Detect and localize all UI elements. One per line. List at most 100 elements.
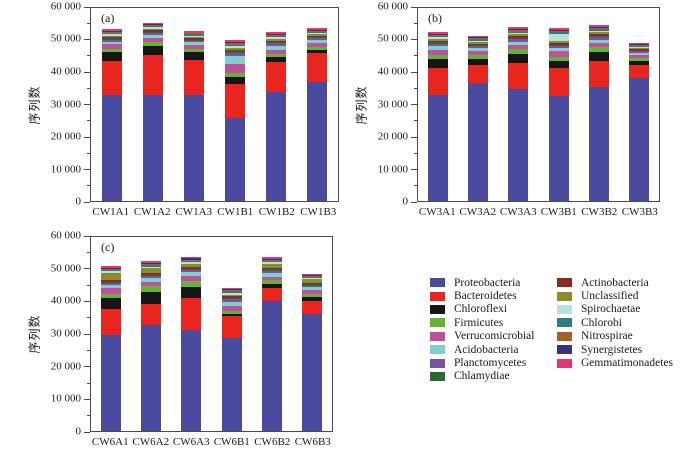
bar-segment-gemmatimonadetes xyxy=(588,25,609,27)
stacked-bar-CW1B2 xyxy=(266,8,287,201)
y-tick-label: 50 000 xyxy=(50,32,81,45)
legend-column-2: Actinobacteria Unclassified Spirochaetae Ch… xyxy=(557,276,673,370)
bar-segment-chloroflexi xyxy=(141,291,162,304)
legend-label: Chlorobi xyxy=(581,316,622,329)
bar-segment-acidobacteria xyxy=(101,41,122,45)
bar-segment-unclassified xyxy=(141,268,162,273)
legend-label: Gemmatimonadetes xyxy=(581,357,673,370)
bar-segment-unclassified xyxy=(181,263,202,267)
bar-segment-chloroflexi xyxy=(261,284,282,288)
bar-segment-actinobacteria xyxy=(141,272,162,275)
bar-segment-planctomycetes xyxy=(101,39,122,42)
bar-segment-nitrospirae xyxy=(548,31,569,33)
y-axis-title: 序列数 xyxy=(354,84,369,125)
bar-segment-nitrospirae xyxy=(588,27,609,30)
bar-segment-planctomycetes xyxy=(225,53,246,56)
y-tick-label: 0 xyxy=(402,195,409,208)
bar-segment-verrucomicrobial xyxy=(588,42,609,48)
bar-segment-acidobacteria xyxy=(428,46,449,50)
bar-segment-firmicutes xyxy=(101,48,122,53)
bar-segment-chloroflexi xyxy=(101,52,122,61)
bar-segment-spirochaetae xyxy=(261,262,282,265)
bar-segment-acidobacteria xyxy=(301,287,322,291)
bar-segment-chlorobi xyxy=(141,265,162,267)
bar-segment-chlorobi xyxy=(225,44,246,47)
stacked-bar-CW1B3 xyxy=(307,8,328,201)
bar-segment-actinobacteria xyxy=(183,38,204,40)
bar-segment-actinobacteria xyxy=(508,36,529,38)
x-tick-label-cw1a1: CW1A1 xyxy=(92,206,130,218)
bar-segment-chlamydiae xyxy=(142,31,163,34)
y-tick-label: 60 000 xyxy=(50,0,81,13)
bar-segment-firmicutes xyxy=(307,46,328,50)
x-tick-label-cw1b1: CW1B1 xyxy=(217,206,254,218)
legend-item-unclassified: Unclassified xyxy=(557,289,673,302)
bar-segment-chlorobi xyxy=(588,29,609,31)
bar-segment-chlorobi xyxy=(428,36,449,38)
bar-segment-chloroflexi xyxy=(548,60,569,68)
stacked-bar-CW6A3 xyxy=(181,237,202,431)
y-tick-label: 50 000 xyxy=(50,262,81,275)
bar-segment-verrucomicrobial xyxy=(141,281,162,287)
bar-segment-synergistetes xyxy=(307,29,328,31)
x-axis-labels: CW1A1 CW1A2 CW1A3 CW1B1 CW1B2 CW1B3 xyxy=(90,206,339,218)
bar-segment-gemmatimonadetes xyxy=(101,266,122,268)
bar-segment-chloroflexi xyxy=(225,76,246,84)
bar-segment-proteobacteria xyxy=(221,337,242,431)
legend-swatch-gemmatimonadetes xyxy=(557,358,572,368)
y-axis-minor-tick xyxy=(414,152,417,154)
bar-segment-bacteroidetes xyxy=(588,60,609,87)
bar-segment-bacteroidetes xyxy=(101,60,122,95)
bar-segment-acidobacteria xyxy=(101,285,122,289)
bar-segment-spirochaetae xyxy=(141,266,162,269)
bar-segment-chlamydiae xyxy=(428,42,449,44)
bar-segment-verrucomicrobial xyxy=(261,276,282,281)
stacked-bar-CW3A2 xyxy=(468,8,489,201)
bar-segment-actinobacteria xyxy=(628,49,649,51)
plot-area xyxy=(90,7,339,202)
legend-item-verrucomicrobial: Verrucomicrobial xyxy=(430,330,534,343)
bar-segment-synergistetes xyxy=(548,29,569,32)
y-axis-major-tick xyxy=(84,431,90,433)
bar-segment-synergistetes xyxy=(261,259,282,261)
bar-segment-chlamydiae xyxy=(101,38,122,40)
bar-segment-chloroflexi xyxy=(301,296,322,301)
bar-segment-unclassified xyxy=(266,38,287,41)
bar-segment-acidobacteria xyxy=(181,272,202,276)
bar-segment-spirochaetae xyxy=(221,292,242,295)
y-axis-minor-tick xyxy=(87,415,90,417)
legend-swatch-chloroflexi xyxy=(430,304,445,314)
bar-segment-gemmatimonadetes xyxy=(101,29,122,32)
bar-segment-acidobacteria xyxy=(225,55,246,64)
bar-segment-synergistetes xyxy=(508,29,529,31)
y-axis-minor-tick xyxy=(414,185,417,187)
x-tick-label-cw3b3: CW3B3 xyxy=(621,206,658,218)
y-axis-minor-tick xyxy=(87,87,90,89)
chart-panel-c: 0 10 000 20 000 30 000 40 000 50 000 60 000 序列数… xyxy=(28,230,333,448)
x-tick-label-cw3a2: CW3A2 xyxy=(459,206,497,218)
bar-segment-actinobacteria xyxy=(428,40,449,43)
bar-segment-verrucomicrobial xyxy=(183,45,204,49)
bar-segment-planctomycetes xyxy=(181,270,202,273)
bar-segment-chlorobi xyxy=(307,31,328,33)
bar-segment-actinobacteria xyxy=(181,266,202,269)
y-axis-minor-tick xyxy=(87,185,90,187)
y-tick-label: 30 000 xyxy=(50,327,81,340)
bar-segment-unclassified xyxy=(101,272,122,280)
bar-segment-unclassified xyxy=(307,34,328,36)
bar-segment-planctomycetes xyxy=(428,43,449,46)
bar-segment-proteobacteria xyxy=(548,96,569,201)
stacked-bar-CW6A1 xyxy=(101,237,122,431)
y-axis-major-tick xyxy=(84,366,90,368)
y-axis-major-tick xyxy=(84,268,90,270)
stacked-bar-CW6B2 xyxy=(261,237,282,431)
bar-segment-proteobacteria xyxy=(183,94,204,201)
bar-segment-unclassified xyxy=(261,264,282,268)
plot-area xyxy=(90,236,333,432)
y-axis-minor-tick xyxy=(87,251,90,253)
stacked-bar-CW3B2 xyxy=(588,8,609,201)
bar-segment-gemmatimonadetes xyxy=(628,43,649,45)
legend-swatch-acidobacteria xyxy=(430,345,445,355)
stacked-bar-CW6B3 xyxy=(301,237,322,431)
bar-segment-unclassified xyxy=(628,47,649,50)
